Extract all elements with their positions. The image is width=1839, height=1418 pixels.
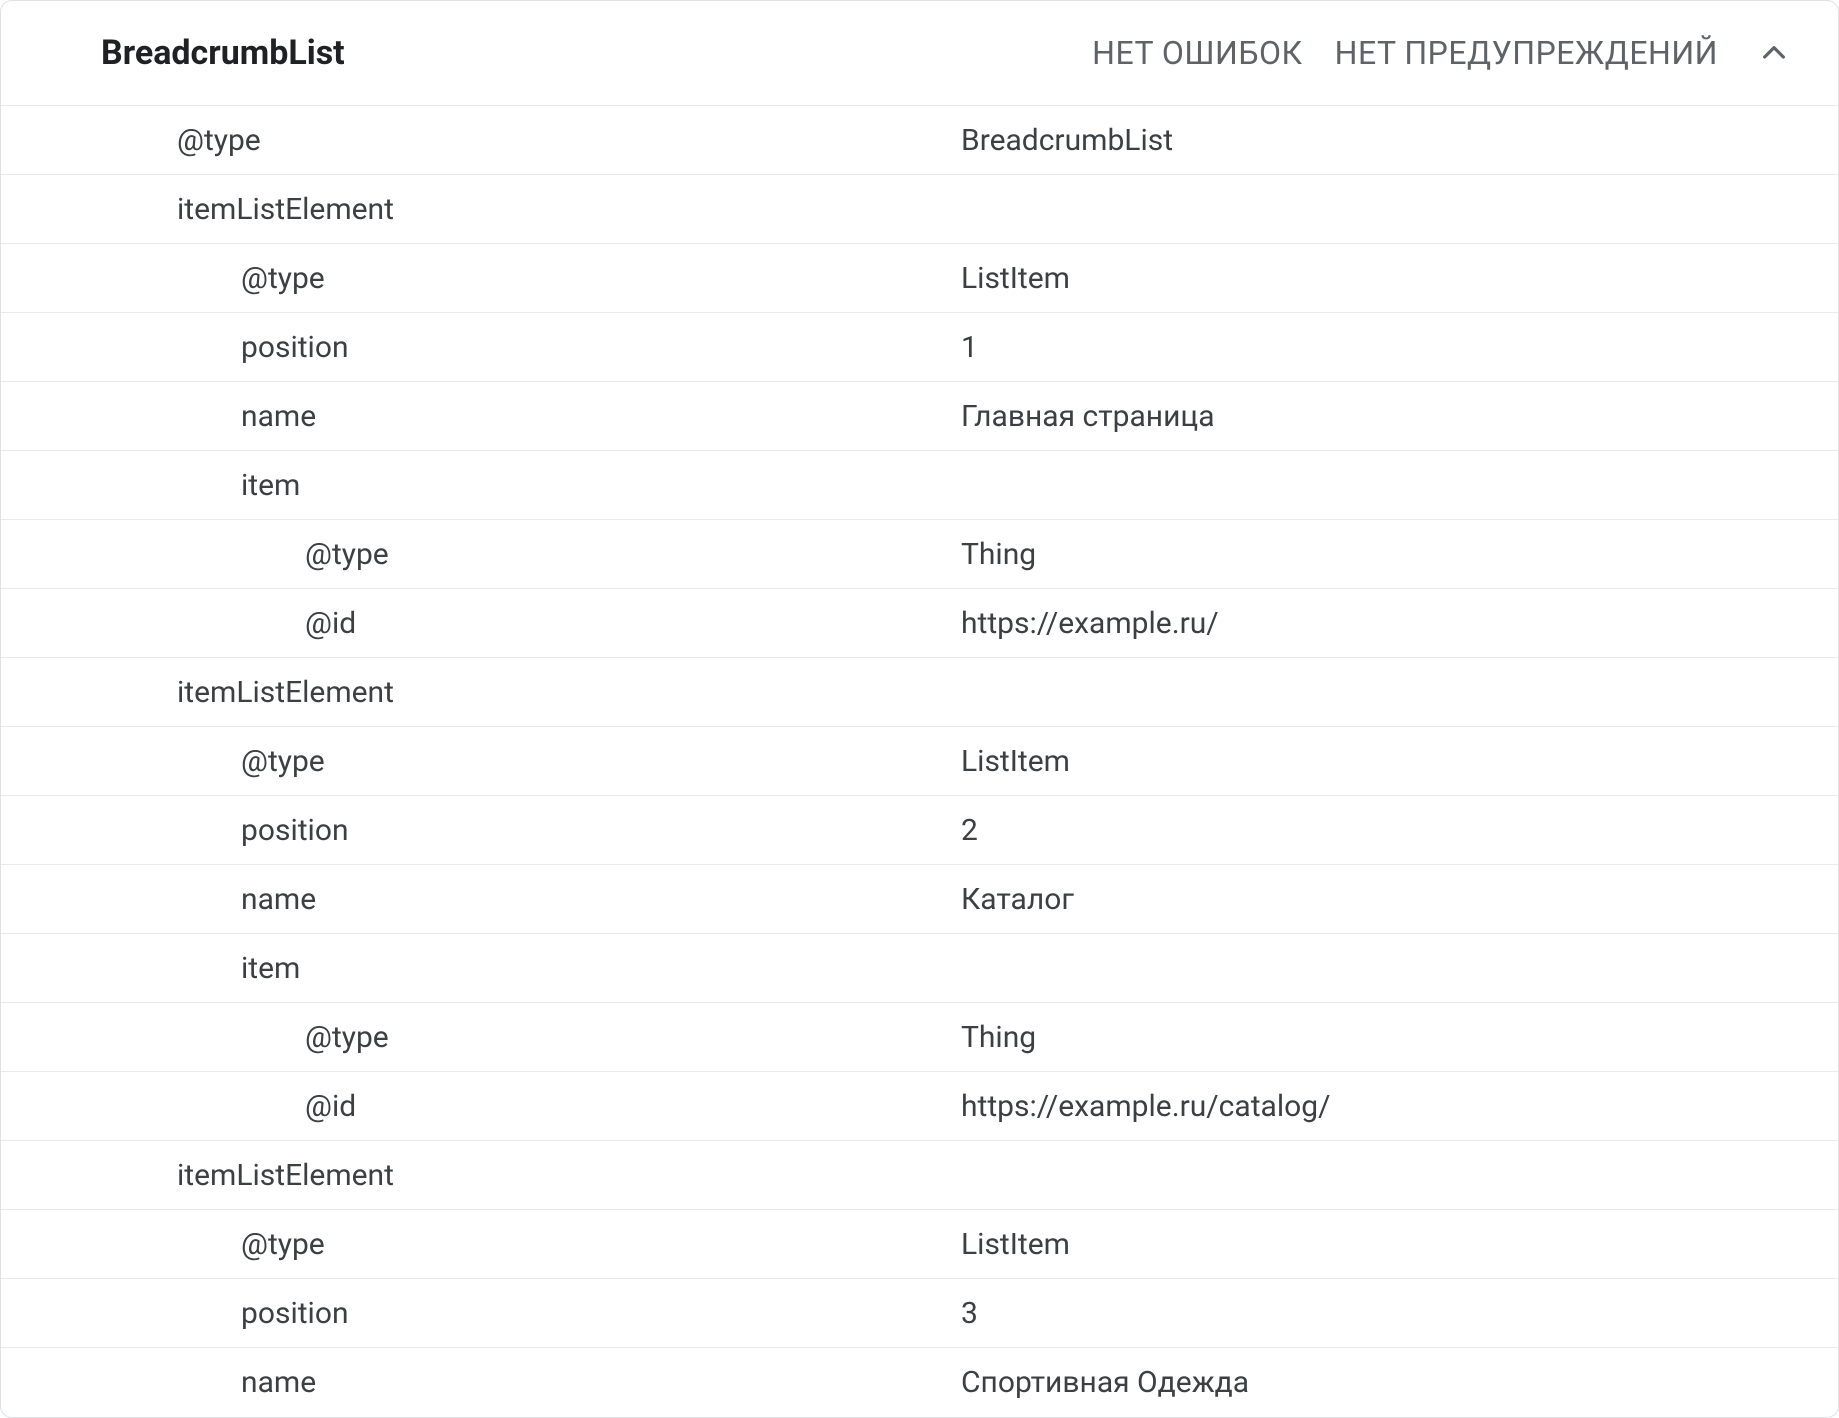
property-row: itemListElement — [1, 658, 1838, 727]
property-key: position — [1, 1296, 961, 1331]
status-errors: НЕТ ОШИБОК — [1092, 34, 1302, 72]
property-value: Thing — [961, 1020, 1838, 1055]
property-row: @typeThing — [1, 520, 1838, 589]
chevron-up-icon[interactable] — [1750, 29, 1798, 77]
property-key: @type — [1, 537, 961, 572]
property-row: item — [1, 934, 1838, 1003]
property-row: @typeBreadcrumbList — [1, 106, 1838, 175]
property-row: @idhttps://example.ru/ — [1, 589, 1838, 658]
property-value: ListItem — [961, 1227, 1838, 1262]
property-value: Спортивная Одежда — [961, 1365, 1838, 1400]
property-value: ListItem — [961, 744, 1838, 779]
property-row: @typeThing — [1, 1003, 1838, 1072]
property-key: @type — [1, 123, 961, 158]
property-value: 2 — [961, 813, 1838, 848]
property-key: @type — [1, 261, 961, 296]
property-row: @typeListItem — [1, 244, 1838, 313]
status-warnings: НЕТ ПРЕДУПРЕЖДЕНИЙ — [1335, 34, 1718, 72]
property-row: itemListElement — [1, 1141, 1838, 1210]
property-value: https://example.ru/catalog/ — [961, 1089, 1838, 1124]
property-key: @type — [1, 1227, 961, 1262]
property-key: itemListElement — [1, 1158, 961, 1193]
property-rows: @typeBreadcrumbListitemListElement@typeL… — [1, 106, 1838, 1417]
property-row: nameСпортивная Одежда — [1, 1348, 1838, 1417]
property-key: @type — [1, 1020, 961, 1055]
property-key: @type — [1, 744, 961, 779]
property-key: position — [1, 330, 961, 365]
property-value: 1 — [961, 330, 1838, 365]
property-key: position — [1, 813, 961, 848]
property-key: name — [1, 882, 961, 917]
property-value: Thing — [961, 537, 1838, 572]
property-row: @typeListItem — [1, 727, 1838, 796]
panel-title: BreadcrumbList — [101, 33, 345, 73]
property-value: 3 — [961, 1296, 1838, 1331]
property-key: name — [1, 399, 961, 434]
property-value: https://example.ru/ — [961, 606, 1838, 641]
property-key: @id — [1, 1089, 961, 1124]
schema-panel: BreadcrumbList НЕТ ОШИБОК НЕТ ПРЕДУПРЕЖД… — [0, 0, 1839, 1418]
property-row: position2 — [1, 796, 1838, 865]
property-row: @idhttps://example.ru/catalog/ — [1, 1072, 1838, 1141]
property-value: Каталог — [961, 882, 1838, 917]
property-row: nameГлавная страница — [1, 382, 1838, 451]
property-value: BreadcrumbList — [961, 123, 1838, 158]
property-row: item — [1, 451, 1838, 520]
property-value: ListItem — [961, 261, 1838, 296]
panel-header[interactable]: BreadcrumbList НЕТ ОШИБОК НЕТ ПРЕДУПРЕЖД… — [1, 1, 1838, 106]
property-key: @id — [1, 606, 961, 641]
property-key: item — [1, 951, 961, 986]
property-row: @typeListItem — [1, 1210, 1838, 1279]
property-key: itemListElement — [1, 192, 961, 227]
property-key: name — [1, 1365, 961, 1400]
property-key: item — [1, 468, 961, 503]
property-value: Главная страница — [961, 399, 1838, 434]
property-row: itemListElement — [1, 175, 1838, 244]
property-row: nameКаталог — [1, 865, 1838, 934]
property-row: position3 — [1, 1279, 1838, 1348]
property-key: itemListElement — [1, 675, 961, 710]
property-row: position1 — [1, 313, 1838, 382]
